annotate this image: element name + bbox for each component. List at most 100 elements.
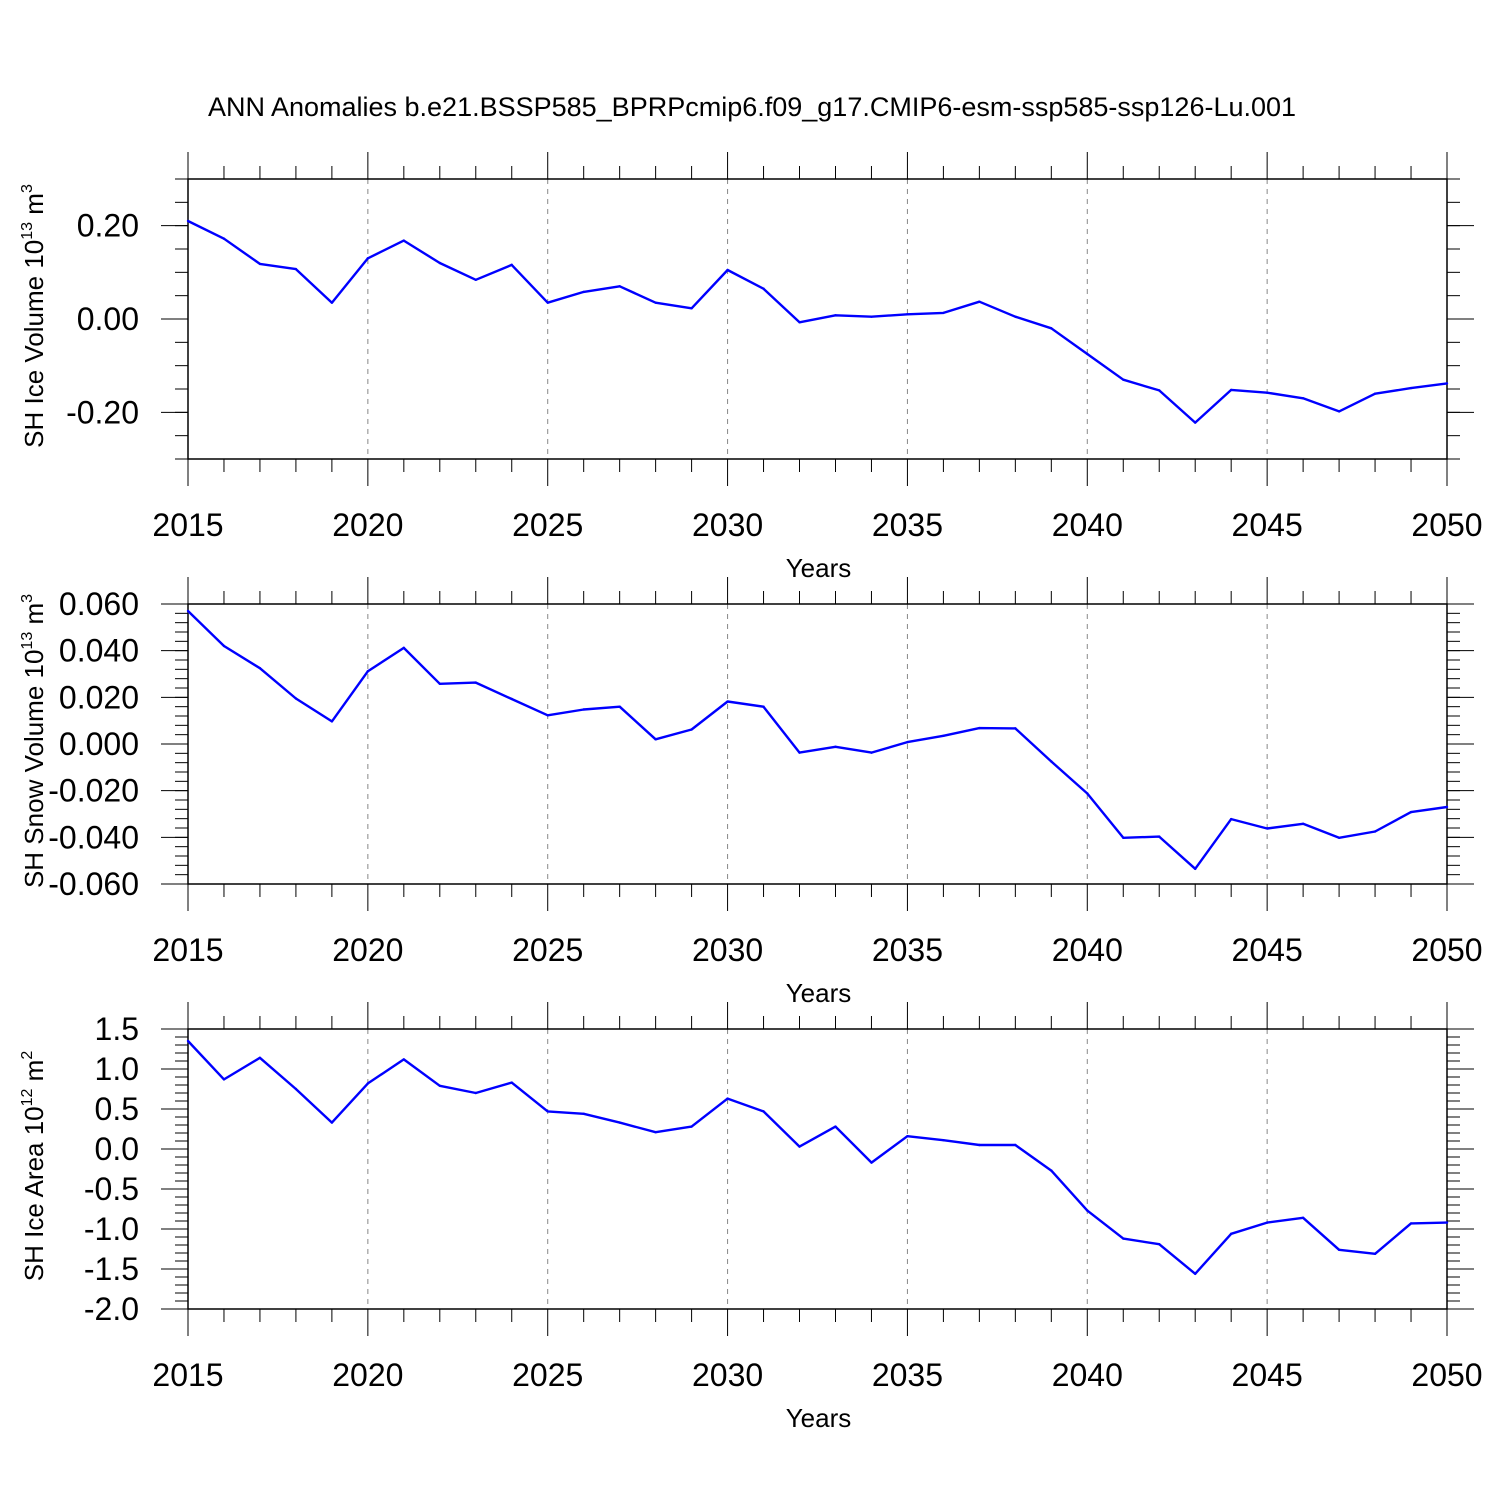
y-tick-label: -0.020 — [48, 773, 139, 809]
x-tick-label: 2035 — [872, 932, 943, 968]
data-point — [1409, 386, 1413, 390]
data-point — [294, 267, 298, 271]
x-tick-label: 2015 — [152, 1357, 223, 1393]
data-point — [1122, 1237, 1125, 1240]
data-point — [1445, 805, 1449, 809]
data-point — [510, 1081, 513, 1084]
x-tick-label: 2045 — [1232, 1357, 1303, 1393]
data-point — [1194, 421, 1197, 424]
x-tick-label: 2045 — [1232, 932, 1303, 968]
x-tick-label: 2020 — [332, 932, 403, 968]
data-point — [942, 734, 945, 738]
data-point — [366, 670, 370, 673]
x-axis-label: Years — [786, 553, 852, 583]
y-tick-label: -1.0 — [84, 1211, 139, 1247]
x-tick-label: 2050 — [1411, 932, 1482, 968]
data-point — [1373, 1252, 1377, 1256]
data-point — [942, 1139, 945, 1142]
data-point — [1229, 1232, 1233, 1236]
data-point — [1373, 392, 1377, 395]
data-point — [1194, 1272, 1197, 1276]
y-tick-label: -0.5 — [84, 1171, 139, 1207]
data-point — [762, 287, 765, 290]
x-axis-label: Years — [786, 978, 852, 1008]
x-tick-label: 2035 — [872, 507, 943, 543]
data-point — [510, 263, 513, 267]
x-tick-label: 2025 — [512, 932, 583, 968]
data-point — [1337, 1248, 1341, 1252]
data-point — [222, 1078, 226, 1081]
data-point — [222, 644, 226, 648]
x-tick-label: 2035 — [872, 1357, 943, 1393]
data-point — [1050, 327, 1053, 330]
data-point — [1409, 810, 1413, 814]
data-point — [258, 1056, 262, 1060]
data-point — [582, 1112, 585, 1116]
data-point — [618, 1121, 621, 1124]
data-point — [1122, 378, 1125, 381]
x-tick-label: 2020 — [332, 507, 403, 543]
y-tick-label: 0.060 — [59, 586, 139, 622]
data-point — [330, 1121, 334, 1124]
y-axis-label: SH Ice Volume 1013 m3 — [19, 184, 49, 448]
x-axis-label: Years — [786, 1403, 852, 1433]
plot-frame — [187, 1028, 1448, 1310]
data-point — [474, 1091, 477, 1095]
y-tick-label: 0.0 — [95, 1131, 139, 1167]
data-point — [834, 314, 837, 317]
data-point — [1409, 1222, 1413, 1225]
panel-3: -2.0 -1.5 -1.0 -0.5 0.0 0.5 1.0 1.5 2015 2020 2025… — [19, 1002, 1483, 1433]
series-line — [187, 610, 1448, 870]
x-tick-label: 2030 — [692, 1357, 763, 1393]
data-point — [330, 720, 334, 723]
data-point — [1301, 822, 1305, 825]
x-tick-label: 2050 — [1411, 507, 1482, 543]
y-tick-label: 0.020 — [59, 679, 139, 715]
data-point — [1265, 391, 1269, 394]
data-point — [870, 1161, 873, 1164]
data-point — [582, 290, 585, 294]
data-point — [294, 697, 298, 700]
data-point — [762, 1110, 765, 1113]
data-point — [870, 751, 873, 754]
data-point — [1301, 1216, 1305, 1220]
data-point — [978, 1143, 981, 1147]
panel-2: -0.060 -0.040 -0.020 0.000 0.020 0.040 0.060 20… — [19, 577, 1483, 1008]
data-point — [582, 708, 585, 711]
x-tick-label: 2020 — [332, 1357, 403, 1393]
data-point — [258, 262, 262, 266]
x-tick-label: 2045 — [1232, 507, 1303, 543]
data-point — [762, 705, 765, 708]
y-axis-label: SH Snow Volume 1013 m3 — [19, 594, 49, 888]
y-tick-label: -0.040 — [48, 819, 139, 855]
data-point — [1337, 836, 1341, 839]
data-point — [870, 315, 873, 318]
data-point — [438, 1084, 441, 1088]
data-point — [330, 301, 334, 304]
data-point — [1014, 1143, 1017, 1147]
data-point — [978, 726, 981, 730]
x-tick-label: 2040 — [1052, 932, 1123, 968]
data-point — [186, 609, 190, 613]
data-point — [654, 301, 657, 304]
x-tick-label: 2040 — [1052, 1357, 1123, 1393]
data-point — [546, 714, 549, 717]
panel-1: -0.20 0.00 0.20 2015 2020 2025 2030 2035 2040 204… — [19, 152, 1483, 583]
data-point — [186, 219, 190, 223]
x-tick-label: 2015 — [152, 932, 223, 968]
data-point — [1086, 792, 1089, 795]
data-point — [294, 1087, 298, 1091]
series-line — [187, 1040, 1448, 1276]
x-tick-label: 2015 — [152, 507, 223, 543]
chart-title: ANN Anomalies b.e21.BSSP585_BPRPcmip6.f0… — [208, 92, 1296, 122]
data-point — [474, 681, 477, 684]
data-point — [366, 257, 370, 260]
data-point — [726, 1097, 729, 1100]
data-point — [402, 646, 406, 650]
y-axis-label: SH Ice Area 1012 m2 — [19, 1051, 49, 1282]
x-tick-label: 2040 — [1052, 507, 1123, 543]
data-point — [1086, 352, 1089, 356]
data-point — [1014, 727, 1017, 730]
data-point — [546, 301, 549, 304]
chart-panels: -0.20 0.00 0.20 2015 2020 2025 2030 2035 2040 204… — [19, 152, 1483, 1433]
